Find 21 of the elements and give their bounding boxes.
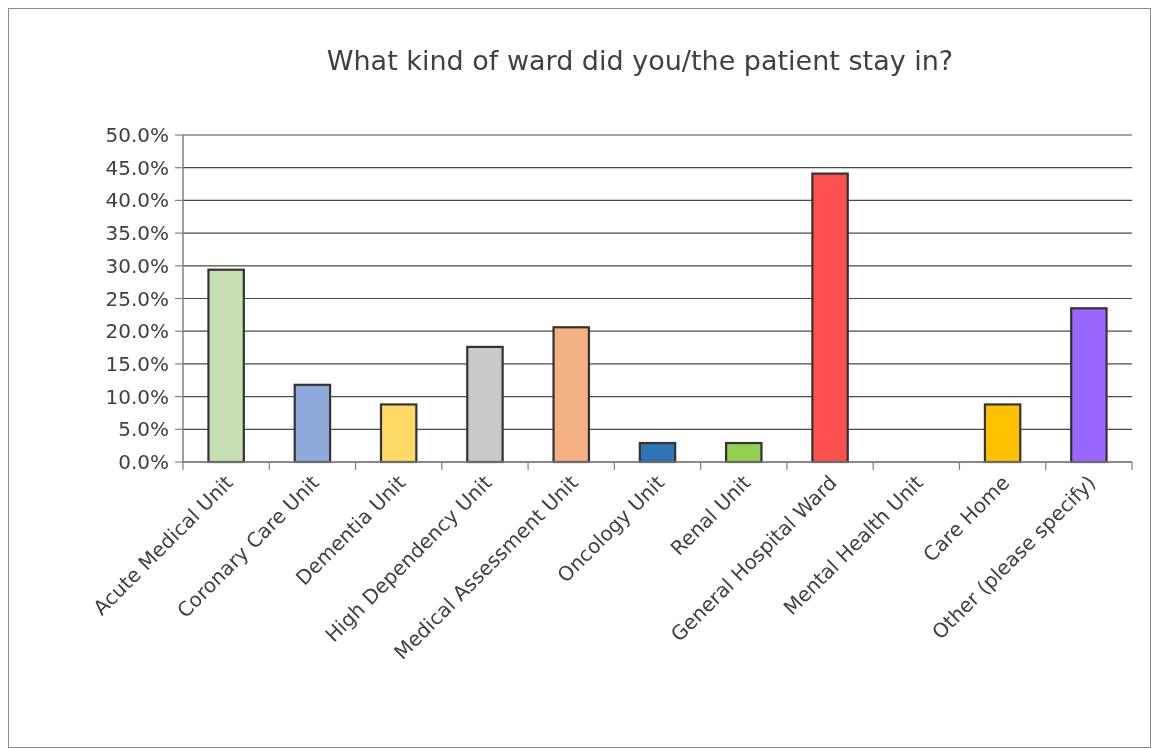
y-tick-label: 5.0% xyxy=(118,417,169,442)
bar xyxy=(207,268,245,464)
y-tick-label: 30.0% xyxy=(105,253,169,278)
y-tick-label: 35.0% xyxy=(105,221,169,246)
bar xyxy=(379,403,418,464)
bar xyxy=(811,172,849,464)
y-tick-label: 40.0% xyxy=(105,188,169,213)
bar xyxy=(552,326,591,464)
y-tick-label: 10.0% xyxy=(105,384,169,409)
y-tick-label: 45.0% xyxy=(105,155,169,180)
bar xyxy=(983,403,1022,464)
bar xyxy=(466,345,504,464)
bar xyxy=(293,383,332,464)
bar xyxy=(1070,307,1108,464)
y-tick-label: 25.0% xyxy=(105,286,169,311)
y-tick-label: 20.0% xyxy=(105,319,169,344)
chart-title: What kind of ward did you/the patient stay in? xyxy=(326,45,954,76)
bar xyxy=(724,441,763,464)
y-tick-label: 15.0% xyxy=(105,351,169,376)
y-tick-label: 0.0% xyxy=(118,450,169,474)
y-tick-label: 50.0% xyxy=(105,123,169,147)
